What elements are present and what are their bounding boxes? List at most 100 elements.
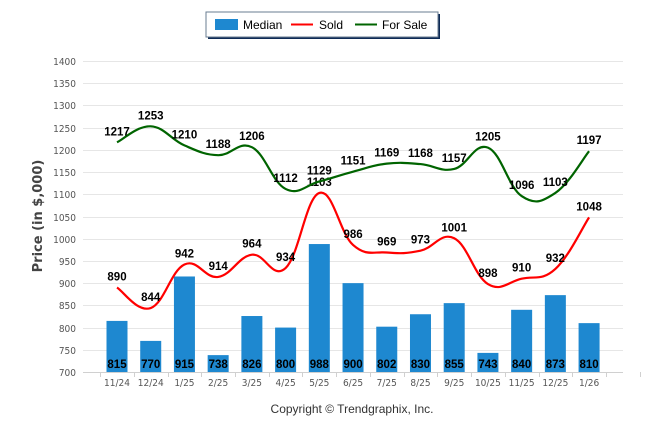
sold-data-label: 910 xyxy=(512,263,531,275)
y-tick-label: 1350 xyxy=(53,79,76,90)
y-tick-label: 1000 xyxy=(53,235,76,246)
y-tick-label: 800 xyxy=(59,324,76,335)
median-bar-label: 915 xyxy=(175,359,195,371)
sold-data-label: 964 xyxy=(242,239,262,251)
x-tick-label: 11/24 xyxy=(104,378,130,389)
for-sale-data-label: 1217 xyxy=(104,126,130,138)
sold-data-label: 932 xyxy=(546,253,565,265)
for-sale-data-label: 1157 xyxy=(442,153,467,165)
median-bar-label: 830 xyxy=(411,359,430,371)
sold-data-label: 986 xyxy=(343,229,362,241)
x-tick-label: 4/25 xyxy=(275,378,295,389)
median-bar xyxy=(443,303,465,372)
median-bar xyxy=(578,323,600,372)
median-bar xyxy=(207,355,229,372)
x-tick-label: 1/25 xyxy=(174,378,194,389)
median-bar xyxy=(275,327,297,372)
sold-data-label: 844 xyxy=(141,292,161,304)
sold-data-label: 898 xyxy=(478,268,498,280)
median-bar-label: 743 xyxy=(478,359,497,371)
y-tick-label: 1400 xyxy=(53,57,76,68)
for-sale-data-label: 1129 xyxy=(307,165,332,177)
legend-box xyxy=(205,11,439,38)
median-bar-label: 770 xyxy=(141,359,160,371)
y-tick-label: 900 xyxy=(59,279,76,290)
sold-data-label: 942 xyxy=(175,248,194,260)
x-tick-label: 9/25 xyxy=(444,378,464,389)
legend-forsale-label: For Sale xyxy=(382,18,428,32)
median-bar xyxy=(511,309,533,372)
x-tick-label: 8/25 xyxy=(410,378,430,389)
median-bar xyxy=(477,352,499,372)
median-bar xyxy=(409,314,431,372)
for-sale-data-label: 1151 xyxy=(341,156,367,168)
median-bar xyxy=(376,326,398,372)
sold-line xyxy=(116,191,591,310)
y-axis-ticks: 700 750 800 850 900 950 1000 1050 1100 1150 1200 12… xyxy=(53,57,76,379)
x-tick-label: 2/25 xyxy=(208,378,228,389)
y-tick-label: 750 xyxy=(59,346,76,357)
median-bar xyxy=(342,283,364,372)
legend-median-label: Median xyxy=(243,18,282,32)
y-tick-label: 1150 xyxy=(53,168,76,179)
for-sale-data-label: 1188 xyxy=(206,139,232,151)
y-tick-label: 700 xyxy=(59,368,76,379)
line-series: 890 844 942 914 964 934 1103 986 969 973 1001 898 91… xyxy=(104,110,602,310)
y-tick-label: 950 xyxy=(59,257,76,268)
for-sale-data-label: 1103 xyxy=(543,177,568,189)
for-sale-data-label: 1169 xyxy=(374,148,399,160)
sold-data-label: 1001 xyxy=(441,222,467,234)
median-bar-label: 900 xyxy=(343,359,362,371)
x-tick-label: 3/25 xyxy=(242,378,262,389)
x-tick-label: 7/25 xyxy=(377,378,397,389)
median-bar-label: 826 xyxy=(242,359,261,371)
median-bar xyxy=(241,316,263,372)
copyright-footer: Copyright © Trendgraphix, Inc. xyxy=(271,402,434,416)
median-bar-label: 815 xyxy=(107,359,127,371)
legend-median-swatch xyxy=(215,19,238,30)
median-bar-label: 873 xyxy=(546,359,565,371)
y-tick-label: 1250 xyxy=(53,124,76,135)
gridlines xyxy=(83,61,623,351)
median-bar-label: 800 xyxy=(276,359,295,371)
median-bar xyxy=(106,320,128,372)
for-sale-line xyxy=(116,125,590,203)
median-bar-label: 802 xyxy=(377,359,396,371)
median-bar-label: 738 xyxy=(209,359,229,371)
sold-data-label: 1048 xyxy=(576,201,602,213)
y-tick-label: 1200 xyxy=(53,146,76,157)
median-bar-label: 840 xyxy=(512,359,531,371)
sold-data-label: 969 xyxy=(377,236,396,248)
x-tick-label: 12/25 xyxy=(542,378,568,389)
for-sale-data-label: 1197 xyxy=(577,135,602,147)
sold-data-label: 973 xyxy=(411,235,430,247)
median-bar xyxy=(544,295,566,372)
median-bar-label: 988 xyxy=(310,359,330,371)
for-sale-data-label: 1253 xyxy=(138,110,164,122)
x-tick-label: 10/25 xyxy=(475,378,501,389)
for-sale-data-label: 1168 xyxy=(408,148,434,160)
legend: Median Sold For Sale xyxy=(205,11,440,39)
median-bar xyxy=(173,276,195,372)
for-sale-data-label: 1206 xyxy=(239,131,265,143)
sold-data-label: 914 xyxy=(209,261,229,273)
for-sale-data-label: 1210 xyxy=(172,129,198,141)
x-tick-label: 12/24 xyxy=(138,378,164,389)
x-tick-label: 11/25 xyxy=(509,378,535,389)
y-axis-label: Price (in $,000) xyxy=(31,160,46,273)
for-sale-data-label: 1096 xyxy=(509,180,535,192)
x-axis: 11/24 12/24 1/25 2/25 3/25 4/25 5/25 6/25 7/25 8/… xyxy=(83,372,641,389)
sold-data-label: 890 xyxy=(107,272,126,284)
y-tick-label: 1300 xyxy=(53,101,76,112)
y-tick-label: 850 xyxy=(59,301,76,312)
for-sale-data-label: 1112 xyxy=(273,173,297,185)
legend-sold-label: Sold xyxy=(319,18,343,32)
for-sale-data-label: 1205 xyxy=(475,132,501,144)
x-tick-label: 6/25 xyxy=(343,378,363,389)
median-bar xyxy=(308,244,330,372)
x-tick-label: 5/25 xyxy=(309,378,329,389)
median-bars: 815 770 915 738 826 800 988 900 802 830 855 743 840 8… xyxy=(106,244,600,372)
median-bar xyxy=(140,340,162,372)
x-tick-label: 1/26 xyxy=(579,378,599,389)
